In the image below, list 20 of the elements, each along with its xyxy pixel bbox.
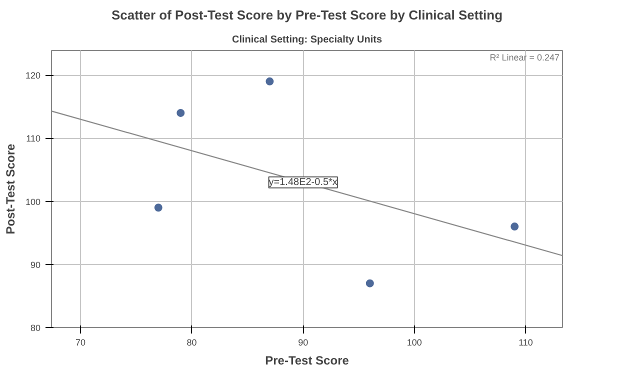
y-axis-title: Post-Test Score [3, 143, 18, 234]
chart-subtitle: Clinical Setting: Specialty Units [232, 34, 382, 46]
point [266, 77, 274, 86]
x-tick-label: 110 [518, 338, 533, 348]
annotation: R² Linear = 0.247 [490, 52, 560, 62]
chart-title: Scatter of Post-Test Score by Pre-Test Score by Clinical Setting [111, 8, 503, 22]
y-tick-label: 100 [25, 196, 41, 207]
y-tick-label: 120 [25, 70, 41, 81]
y-tick-label: 110 [26, 134, 41, 144]
x-tick-label: 100 [406, 338, 422, 348]
x-axis-title: Pre-Test Score [265, 354, 350, 368]
point [154, 204, 162, 212]
x-tick-label: 70 [75, 338, 86, 348]
point [366, 279, 374, 288]
y-tick-label: 80 [30, 323, 41, 333]
y-tick-label: 90 [30, 260, 41, 270]
x-tick-label: 80 [186, 338, 197, 348]
point [176, 108, 185, 117]
x-tick-label: 90 [298, 338, 308, 348]
point [510, 222, 519, 231]
